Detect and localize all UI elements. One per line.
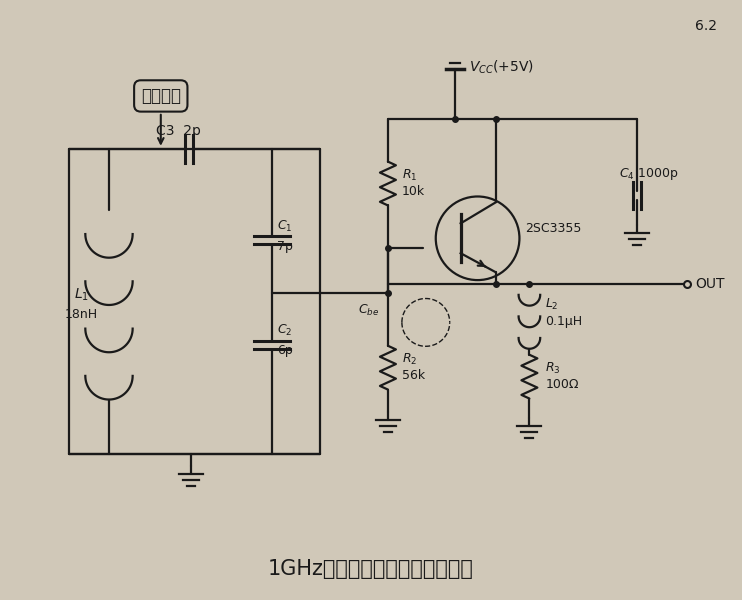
Text: C3  2p: C3 2p bbox=[157, 124, 201, 138]
Text: $C_1$: $C_1$ bbox=[278, 219, 293, 234]
Text: 1GHz频带的克拉普振荡电路实例: 1GHz频带的克拉普振荡电路实例 bbox=[268, 559, 474, 579]
Text: 56k: 56k bbox=[402, 369, 425, 382]
Text: 10k: 10k bbox=[402, 185, 425, 198]
Text: $R_1$: $R_1$ bbox=[402, 168, 417, 183]
Text: 2SC3355: 2SC3355 bbox=[525, 222, 582, 235]
Text: $V_{CC}$(+5V): $V_{CC}$(+5V) bbox=[469, 58, 533, 76]
Text: $C_4$ 1000p: $C_4$ 1000p bbox=[619, 166, 679, 182]
Text: 6p: 6p bbox=[278, 344, 293, 357]
Text: 0.1μH: 0.1μH bbox=[545, 316, 582, 328]
Text: $C_{be}$: $C_{be}$ bbox=[358, 303, 379, 318]
Text: $L_1$: $L_1$ bbox=[73, 287, 88, 303]
Text: $R_3$: $R_3$ bbox=[545, 361, 561, 376]
Text: 100Ω: 100Ω bbox=[545, 378, 579, 391]
Text: 谐振电路: 谐振电路 bbox=[141, 87, 181, 105]
Text: 18nH: 18nH bbox=[65, 308, 98, 322]
Text: $C_2$: $C_2$ bbox=[278, 323, 292, 338]
Text: OUT: OUT bbox=[695, 277, 724, 291]
Text: 7p: 7p bbox=[278, 240, 293, 253]
Text: $R_2$: $R_2$ bbox=[402, 352, 417, 367]
Text: $L_2$: $L_2$ bbox=[545, 296, 559, 311]
Text: 6.2: 6.2 bbox=[695, 19, 717, 34]
